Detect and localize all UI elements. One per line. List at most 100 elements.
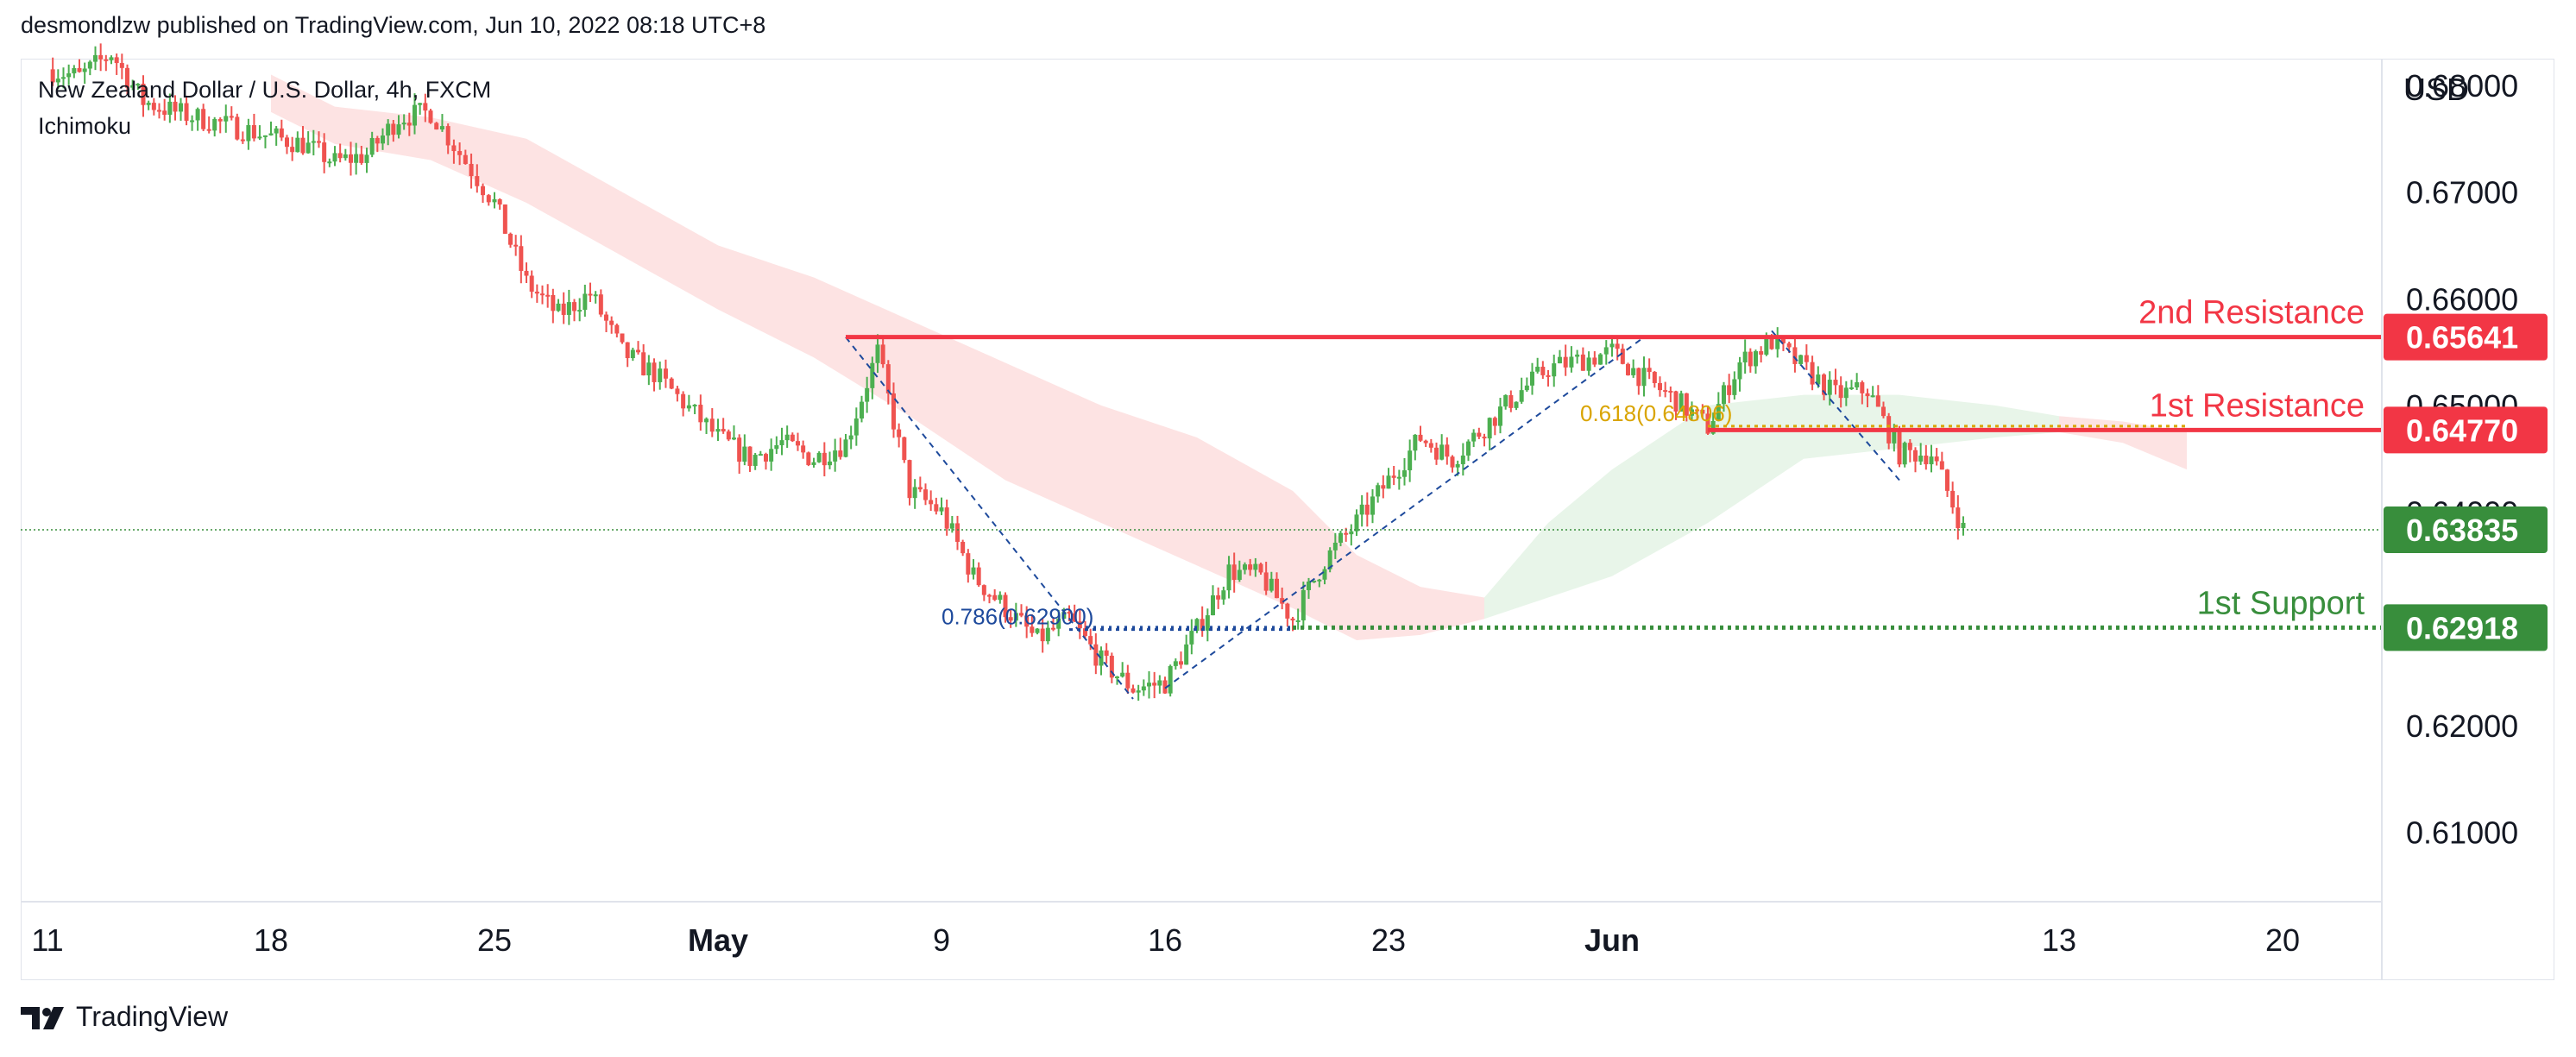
price-tag: [2384, 313, 2548, 361]
candle-body: [737, 437, 742, 462]
candle-body: [692, 405, 697, 407]
chart-frame: [21, 59, 2554, 980]
candle-body: [217, 118, 223, 122]
candle-body: [588, 293, 593, 296]
candle-body: [1327, 550, 1332, 569]
candle-body: [201, 109, 206, 129]
candle-body: [406, 123, 412, 126]
candle-body: [401, 123, 406, 125]
candle-body: [1514, 401, 1519, 408]
candle-body: [1833, 380, 1838, 386]
candle-body: [838, 450, 843, 457]
candle-body: [1243, 564, 1247, 570]
candle-body: [1668, 390, 1673, 393]
candle-body: [1492, 418, 1497, 426]
candle-body: [556, 303, 561, 311]
candle-body: [1253, 563, 1258, 570]
candle-body: [1295, 620, 1301, 622]
candle-body: [1700, 409, 1705, 414]
chart-legend: New Zealand Dollar / U.S. Dollar, 4h, FX…: [38, 77, 491, 139]
candle-body: [1827, 380, 1832, 395]
candle-body: [457, 151, 463, 155]
candle-body: [875, 344, 880, 363]
candle-body: [1141, 686, 1146, 691]
candle-body: [987, 595, 992, 597]
candle-body: [206, 129, 211, 131]
candle-body: [790, 434, 795, 442]
candle-body: [1168, 665, 1173, 694]
candle-body: [327, 161, 332, 164]
candle-body: [1855, 382, 1860, 387]
candle-body: [1285, 603, 1290, 619]
candle-body: [268, 133, 274, 135]
fib-level-label: 0.618(0.64806): [1580, 400, 1732, 426]
indicator-name: Ichimoku: [38, 113, 131, 139]
candle-body: [173, 101, 178, 112]
candle-body: [1641, 368, 1647, 387]
candle-body: [949, 523, 954, 529]
candle-body: [337, 153, 343, 159]
candle-body: [391, 123, 396, 135]
candle-body: [1131, 688, 1136, 693]
candle-body: [1810, 362, 1815, 385]
trend-line[interactable]: [1164, 336, 1645, 689]
candle-body: [1434, 447, 1439, 460]
footer: TradingView: [21, 1001, 228, 1033]
candle-body: [912, 487, 917, 499]
candle-body: [224, 116, 229, 122]
candle-body: [1586, 357, 1591, 371]
candle-body: [497, 198, 502, 204]
ichimoku-cloud-bullish: [1484, 394, 2059, 620]
candle-body: [1030, 626, 1035, 633]
candle-body: [305, 142, 311, 154]
candle-body: [343, 154, 348, 159]
footer-brand: TradingView: [76, 1001, 229, 1032]
candle-body: [1231, 564, 1237, 580]
candle-body: [811, 462, 816, 465]
candle-body: [870, 362, 875, 388]
candle-body: [1418, 434, 1423, 441]
candle-body: [880, 344, 885, 365]
candle-body: [146, 103, 151, 105]
candle-body: [262, 135, 268, 137]
candle-body: [1636, 368, 1641, 387]
candle-body: [1275, 578, 1279, 599]
candle-body: [1035, 628, 1040, 633]
candle-body: [971, 567, 976, 575]
candle-body: [1312, 580, 1317, 582]
candle-body: [1307, 581, 1311, 590]
candle-body: [1152, 683, 1157, 686]
candle-body: [1173, 661, 1178, 666]
candle-body: [646, 362, 652, 376]
price-axis[interactable]: 0.680000.670000.660000.650000.640000.620…: [2381, 59, 2548, 979]
candle-body: [1580, 354, 1585, 371]
candle-body: [636, 349, 640, 353]
candle-body: [955, 523, 960, 542]
trend-line[interactable]: [845, 337, 1134, 700]
candle-body: [1077, 621, 1082, 629]
candle-body: [583, 293, 588, 311]
time-axis[interactable]: 11 18 25 May 9 16 23 Jun 13 20: [21, 901, 2382, 958]
candle-body: [1913, 450, 1918, 462]
candle-body: [246, 125, 251, 142]
candle-body: [742, 446, 747, 462]
candle-body: [715, 429, 721, 432]
candle-body: [604, 314, 608, 321]
candle-body: [853, 418, 859, 436]
candle-body: [669, 378, 674, 389]
candle-body: [774, 445, 779, 450]
candle-body: [445, 126, 450, 146]
candle-body: [1093, 644, 1099, 666]
candle-body: [545, 294, 551, 297]
candle-body: [1104, 650, 1109, 656]
price-chart[interactable]: 0.786(0.62900) 0.618(0.64806) 2nd Resistan…: [0, 0, 2576, 1001]
candle-body: [475, 176, 480, 186]
candle-body: [1540, 367, 1546, 375]
candle-body: [1563, 356, 1568, 368]
candle-body: [1956, 507, 1961, 528]
candle-body: [1184, 644, 1189, 665]
candle-body: [1924, 456, 1929, 465]
candle-body: [1503, 394, 1508, 407]
candle-body: [274, 128, 279, 134]
candle-body: [396, 124, 401, 135]
